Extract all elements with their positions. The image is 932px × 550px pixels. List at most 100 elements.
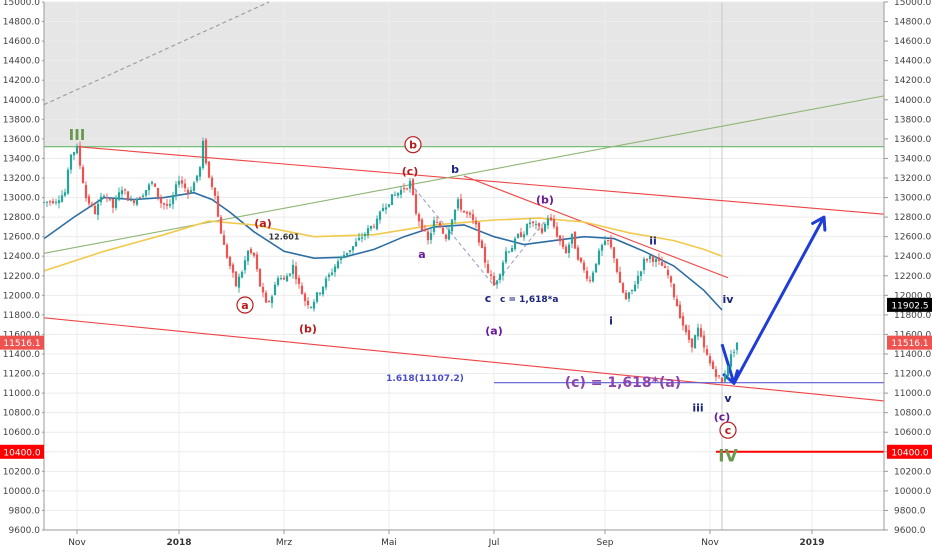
candle-body xyxy=(264,292,268,303)
y-tick-right: 9800.0 xyxy=(894,506,926,516)
wave-label-v: v xyxy=(724,392,732,405)
candle-body xyxy=(552,218,556,227)
candle-body xyxy=(393,194,397,196)
candle-body xyxy=(615,259,619,272)
wave-label-purple-c: (c) xyxy=(714,410,731,423)
y-tick-right: 13200.0 xyxy=(894,174,931,184)
candle-body xyxy=(558,235,562,242)
y-tick-right: 10800.0 xyxy=(894,409,931,419)
candle-body xyxy=(645,259,649,261)
candle-body xyxy=(324,278,328,288)
candle-body xyxy=(579,257,583,262)
candle-body xyxy=(426,231,430,241)
candle-body xyxy=(474,220,478,225)
candle-body xyxy=(135,198,139,205)
x-tick-label: Jul xyxy=(488,538,500,548)
candle-body xyxy=(210,177,214,188)
candle-body xyxy=(525,224,529,235)
price-tag-label: 10400.0 xyxy=(891,448,928,458)
candle-body xyxy=(537,223,541,227)
y-tick-left: 12800.0 xyxy=(3,213,40,223)
candle-body xyxy=(315,292,319,302)
y-tick-left: 15000.0 xyxy=(3,0,40,8)
candle-body xyxy=(516,234,520,238)
candle-body xyxy=(492,275,496,286)
wave-label-iv: iv xyxy=(723,293,735,306)
candle-body xyxy=(249,248,253,254)
x-tick-label: 2019 xyxy=(799,538,824,548)
candle-body xyxy=(225,244,229,258)
wave-label-c: c xyxy=(485,292,492,305)
y-tick-right: 9600.0 xyxy=(894,526,926,536)
price-tag-label: 11516.1 xyxy=(891,339,928,349)
y-tick-left: 11800.0 xyxy=(3,311,40,321)
price-tag-left xyxy=(0,335,44,350)
candle-body xyxy=(60,195,64,202)
candle-body xyxy=(414,194,418,214)
wave-label-ii: ii xyxy=(649,234,657,247)
y-tick-left: 11200.0 xyxy=(3,370,40,380)
candle-body xyxy=(534,223,538,225)
c-projection-label: (c) = 1,618*(a) xyxy=(565,375,681,391)
candle-body xyxy=(369,225,373,229)
candle-body xyxy=(651,256,655,262)
candle-body xyxy=(633,284,637,292)
y-tick-left: 10200.0 xyxy=(3,467,40,477)
candle-body xyxy=(618,271,622,283)
candle-body xyxy=(171,196,175,205)
candle-body xyxy=(132,200,136,204)
candle-body xyxy=(183,183,187,189)
price-tag xyxy=(887,335,932,350)
candle-body xyxy=(312,301,316,309)
candle-body xyxy=(294,266,298,280)
candle-body xyxy=(441,227,445,234)
candle-body xyxy=(54,201,58,203)
candle-body xyxy=(270,296,274,304)
candle-body xyxy=(120,190,124,195)
wave-label-red-c: (c) xyxy=(402,165,419,178)
candle-body xyxy=(504,251,508,263)
candle-body xyxy=(717,375,721,377)
wave-label-III: III xyxy=(69,126,86,144)
candle-body xyxy=(642,258,646,270)
candle-body xyxy=(78,145,82,166)
candle-body xyxy=(195,175,199,181)
trendline xyxy=(76,146,885,215)
candle-body xyxy=(609,239,613,248)
candle-body xyxy=(51,200,55,204)
wave-label-circled-a-ring xyxy=(236,296,254,314)
candle-body xyxy=(510,248,514,252)
candle-body xyxy=(585,270,589,279)
candle-body xyxy=(729,354,733,367)
candle-body xyxy=(708,356,712,364)
candle-body xyxy=(282,277,286,280)
candle-body xyxy=(726,365,730,377)
y-tick-left: 12400.0 xyxy=(3,252,40,262)
c-equation: c = 1,618*a xyxy=(500,295,558,305)
candle-body xyxy=(636,275,640,284)
candle-body xyxy=(672,284,676,298)
candle-body xyxy=(360,237,364,239)
candle-body xyxy=(180,180,184,184)
y-tick-right: 14600.0 xyxy=(894,37,931,47)
candle-body xyxy=(435,222,439,224)
candle-body xyxy=(588,279,592,281)
price-tag-label: 11902.5 xyxy=(891,301,928,311)
candle-body xyxy=(477,222,481,243)
candle-body xyxy=(126,191,130,201)
price-tag xyxy=(887,297,932,312)
candle-body xyxy=(102,195,106,197)
candle-body xyxy=(483,246,487,263)
y-tick-right: 11600.0 xyxy=(894,330,931,340)
candle-body xyxy=(165,203,169,206)
candle-body xyxy=(417,214,421,222)
x-tick-label: Nov xyxy=(68,538,86,548)
candle-body xyxy=(498,274,502,280)
candle-body xyxy=(453,209,457,221)
wave-label-purple-a: (a) xyxy=(485,324,502,337)
candle-body xyxy=(138,197,142,199)
candle-body xyxy=(576,247,580,260)
candle-body xyxy=(357,237,361,240)
candle-body xyxy=(57,200,61,204)
